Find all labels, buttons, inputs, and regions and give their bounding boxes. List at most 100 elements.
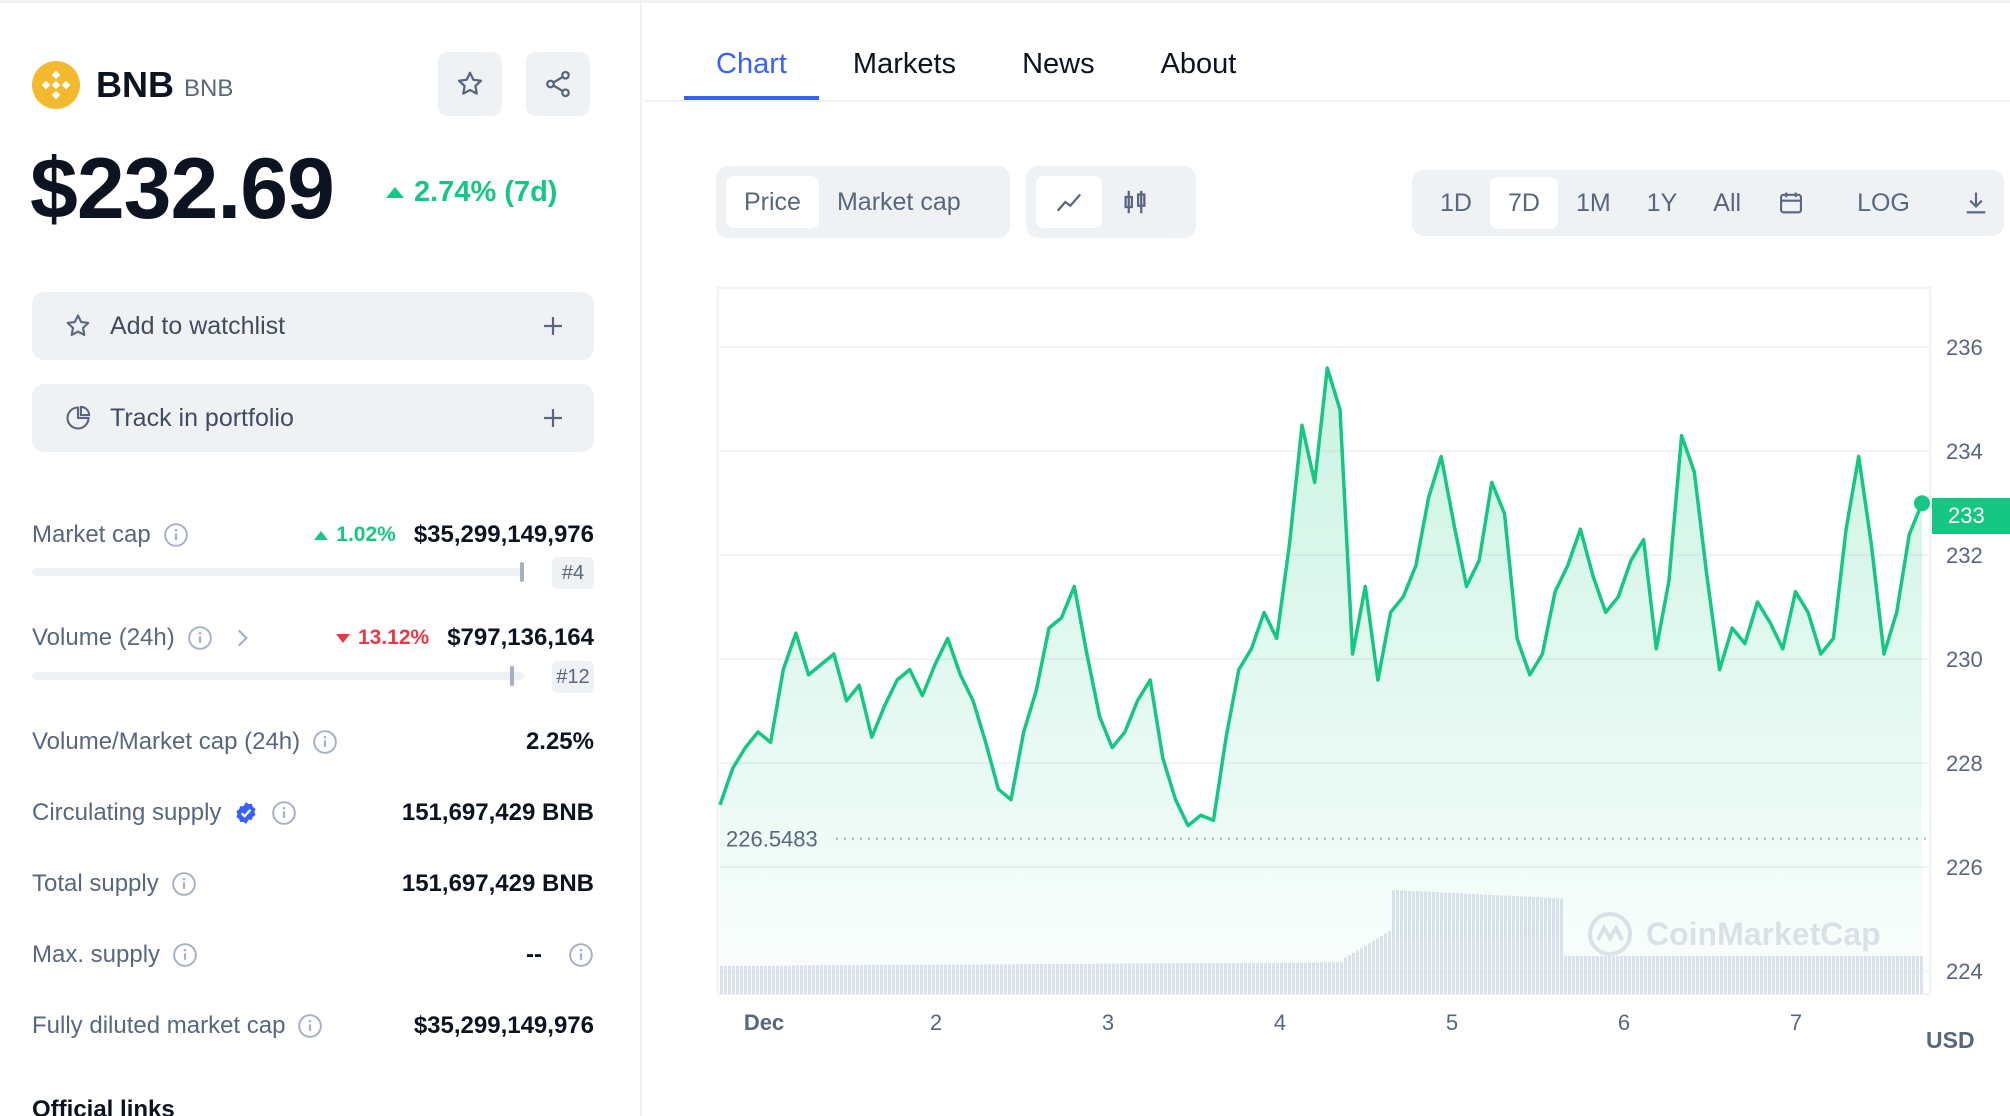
y-tick-label: 228 [1946, 751, 1983, 776]
y-tick-label: 232 [1946, 543, 1983, 568]
info-icon[interactable] [163, 522, 189, 548]
volume-rank-bar [32, 666, 524, 686]
current-price-dot [1914, 495, 1930, 512]
star-icon [66, 314, 90, 337]
download-icon [1966, 192, 1986, 214]
circulating-supply-value: 151,697,429 BNB [401, 799, 594, 826]
volume-label: Volume (24h) [32, 624, 255, 652]
coin-name: BNB [96, 64, 174, 105]
chevron-right-icon[interactable] [229, 625, 255, 651]
watermark-text: CoinMarketCap [1646, 915, 1881, 952]
current-price-tag: 233 [1932, 498, 2010, 534]
market-cap-rank: #4 [552, 557, 594, 589]
price-line [718, 366, 1924, 828]
track-in-portfolio-label: Track in portfolio [110, 403, 294, 432]
candlestick-icon [1124, 190, 1146, 214]
coinmarketcap-watermark: CoinMarketCap [1586, 910, 1881, 958]
plus-icon [544, 317, 562, 335]
tab-chart[interactable]: Chart [684, 48, 819, 100]
volume-value: $797,136,164 [447, 624, 594, 651]
calendar-icon [1780, 192, 1803, 214]
x-tick-label: 3 [1102, 1010, 1114, 1035]
info-icon[interactable] [568, 942, 594, 968]
bnb-logo-icon [32, 61, 80, 109]
market-cap-value: $35,299,149,976 [413, 521, 594, 548]
x-tick-label: 2 [930, 1010, 942, 1035]
coin-info-panel: BNB BNB $232.69 2.74% (7d) Add to watchl… [0, 0, 642, 1116]
candlestick-chart-button[interactable] [1102, 176, 1168, 228]
line-chart-icon [1056, 193, 1082, 212]
top-border [0, 0, 2010, 3]
pie-chart-icon [66, 405, 91, 430]
price-area [720, 368, 1922, 992]
current-price: $232.69 [30, 141, 335, 237]
max-supply-label: Max. supply [32, 941, 161, 968]
tab-news[interactable]: News [1022, 48, 1095, 80]
fully-diluted-market-cap-row: Fully diluted market cap $35,299,149,976 [32, 1006, 594, 1046]
price-change-value: 2.74% (7d) [414, 176, 558, 208]
coin-header: BNB BNB [32, 60, 233, 110]
official-links-heading: Official links [32, 1096, 175, 1116]
fdmc-label: Fully diluted market cap [32, 1012, 286, 1039]
rank-knob [510, 666, 514, 686]
time-range-toggle: 1D 7D 1M 1Y All LOG [1412, 170, 2004, 236]
fdmc-value: $35,299,149,976 [413, 1012, 594, 1039]
info-icon[interactable] [171, 871, 197, 897]
volume-rank: #12 [552, 661, 594, 693]
price-marketcap-toggle: Price Market cap [716, 166, 1010, 238]
track-in-portfolio-button[interactable]: Track in portfolio [32, 384, 594, 452]
info-icon[interactable] [172, 942, 198, 968]
rank-knob [520, 562, 524, 582]
total-supply-label: Total supply [32, 870, 159, 897]
line-chart-button[interactable] [1036, 176, 1102, 228]
volume-change: 13.12% [335, 626, 429, 650]
share-button[interactable] [526, 52, 590, 116]
range-1y-button[interactable]: 1Y [1646, 188, 1678, 217]
star-icon [457, 71, 483, 95]
date-picker-button[interactable] [1759, 177, 1823, 229]
market-cap-toggle-button[interactable]: Market cap [836, 187, 961, 216]
range-1d-button[interactable]: 1D [1440, 188, 1472, 217]
info-icon[interactable] [187, 625, 213, 651]
y-axis-ticks: 224 226 228 230 232 234 236 [1946, 335, 1983, 984]
watchlist-star-button[interactable] [438, 52, 502, 116]
y-tick-label: 224 [1946, 959, 1983, 984]
range-7d-button[interactable]: 7D [1489, 177, 1558, 229]
coin-symbol: BNB [184, 75, 234, 102]
log-scale-button[interactable]: LOG [1857, 188, 1910, 217]
tab-about[interactable]: About [1160, 48, 1237, 80]
y-tick-label: 226 [1946, 855, 1983, 880]
share-icon [546, 70, 570, 98]
tabs-divider [644, 100, 2010, 102]
total-supply-row: Total supply 151,697,429 BNB [32, 864, 594, 904]
price-toggle-button[interactable]: Price [726, 176, 819, 228]
range-all-button[interactable]: All [1713, 188, 1742, 217]
verified-badge-icon [236, 802, 256, 824]
market-cap-row: Market cap 1.02% $35,299,149,976 [32, 515, 594, 555]
range-1m-button[interactable]: 1M [1575, 188, 1611, 217]
market-cap-rank-bar [32, 562, 524, 582]
market-cap-label: Market cap [32, 521, 189, 549]
price-change-7d: 2.74% (7d) [386, 176, 557, 209]
market-cap-change: 1.02% [314, 523, 396, 547]
x-tick-label: 4 [1274, 1010, 1286, 1035]
y-tick-label: 230 [1946, 647, 1983, 672]
up-arrow-icon [386, 187, 404, 198]
coinmarketcap-logo-icon [1588, 912, 1632, 956]
download-button[interactable] [1944, 177, 2008, 229]
down-arrow-icon [335, 633, 350, 643]
volume-market-cap-value: 2.25% [525, 728, 594, 755]
info-icon[interactable] [312, 729, 338, 755]
volume-market-cap-label: Volume/Market cap (24h) [32, 728, 301, 755]
main-tabs: Chart Markets News About [684, 48, 1302, 102]
x-tick-label: Dec [744, 1010, 784, 1035]
add-to-watchlist-button[interactable]: Add to watchlist [32, 292, 594, 360]
volume-market-cap-row: Volume/Market cap (24h) 2.25% [32, 722, 594, 762]
info-icon[interactable] [297, 1013, 323, 1039]
x-tick-label: 6 [1618, 1010, 1630, 1035]
info-icon[interactable] [271, 800, 297, 826]
y-tick-label: 234 [1946, 439, 1983, 464]
tab-markets[interactable]: Markets [852, 48, 957, 80]
circulating-supply-label: Circulating supply [32, 799, 222, 826]
